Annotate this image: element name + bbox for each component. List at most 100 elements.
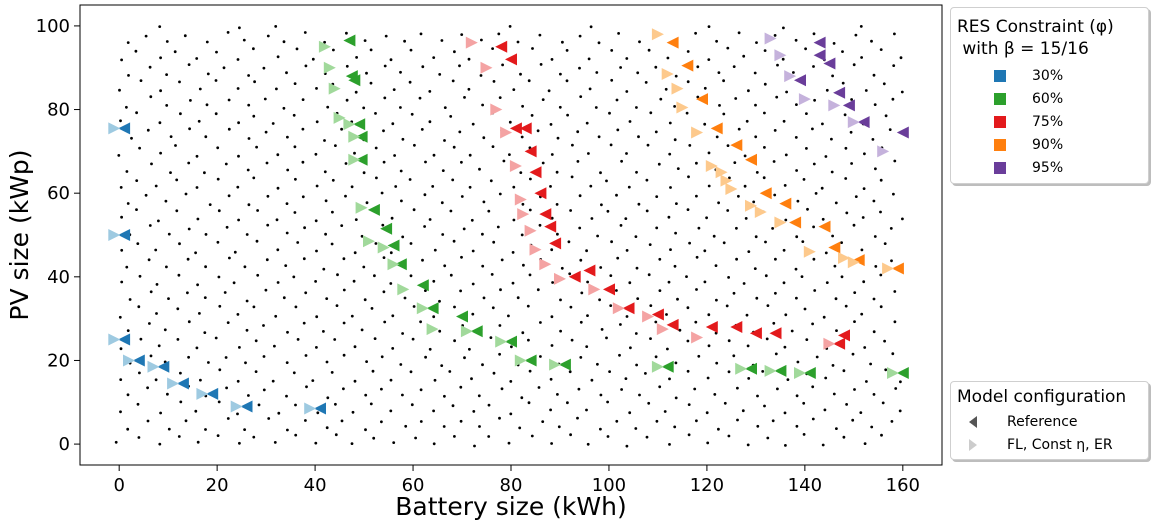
background-dot (625, 57, 629, 60)
background-dot (364, 393, 368, 397)
series-point-left-triangle (380, 222, 393, 235)
background-dot (163, 328, 167, 332)
background-dot (216, 240, 220, 244)
background-dot (381, 223, 385, 227)
background-dot (236, 87, 240, 90)
background-dot (795, 296, 798, 300)
model-legend-entry: Reference (959, 410, 1148, 433)
background-dot (800, 275, 804, 278)
background-dot (615, 98, 619, 102)
res-legend-swatch (994, 115, 1006, 128)
background-dot (473, 444, 476, 448)
background-dot (217, 209, 221, 213)
background-dot (393, 154, 396, 157)
background-dot (511, 281, 515, 285)
background-dot (412, 305, 416, 308)
background-dot (498, 324, 502, 327)
background-dot (380, 387, 383, 391)
series-point-left-triangle (416, 279, 429, 292)
background-dot (555, 170, 559, 174)
background-dot (732, 291, 736, 295)
background-dot (605, 336, 608, 340)
background-dot (551, 281, 554, 284)
series-point-right-triangle (196, 387, 209, 400)
background-dot (262, 388, 266, 392)
background-dot (236, 313, 240, 316)
background-dot (126, 202, 130, 205)
background-dot (149, 290, 153, 294)
background-dot (722, 241, 726, 245)
background-dot (840, 275, 844, 279)
background-dot (522, 263, 525, 267)
background-dot (443, 106, 447, 109)
background-dot (169, 171, 172, 175)
background-dot (174, 144, 177, 147)
series-point-right-triangle (735, 362, 748, 375)
background-dot (371, 369, 375, 373)
series-point-left-triangle (470, 325, 483, 338)
background-dot (462, 227, 466, 231)
background-dot (236, 379, 240, 383)
background-dot (159, 56, 163, 60)
background-dot (314, 152, 318, 156)
background-dot (477, 394, 481, 398)
background-dot (890, 259, 893, 263)
res-legend-entry: 90% (994, 133, 1148, 156)
background-dot (844, 177, 848, 180)
background-dot (863, 152, 866, 156)
background-dot (440, 364, 444, 367)
x-tick-label: 20 (206, 475, 229, 496)
background-dot (832, 392, 836, 396)
background-dot (293, 145, 297, 149)
background-dot (120, 280, 124, 284)
background-dot (207, 361, 210, 364)
background-dot (813, 289, 817, 292)
background-dot (860, 248, 864, 252)
background-dot (636, 297, 640, 300)
background-dot (468, 153, 472, 157)
series-point-left-triangle (524, 145, 537, 158)
background-dot (438, 299, 441, 303)
background-dot (492, 371, 496, 375)
series-point-right-triangle (333, 111, 346, 124)
background-dot (478, 167, 481, 171)
background-dot (835, 427, 838, 430)
background-dot (184, 419, 188, 423)
background-dot (342, 387, 345, 391)
series-point-left-triangle (509, 122, 522, 135)
background-dot (727, 434, 731, 438)
background-dot (226, 417, 230, 420)
background-dot (674, 231, 677, 235)
background-dot (285, 361, 289, 364)
background-dot (687, 175, 690, 179)
background-dot (746, 443, 750, 447)
background-dot (569, 209, 572, 212)
background-dot (373, 337, 377, 340)
background-dot (203, 296, 207, 299)
background-dot (845, 211, 849, 215)
background-dot (753, 71, 757, 75)
series-point-right-triangle (774, 49, 787, 62)
background-dot (498, 96, 502, 99)
background-dot (803, 307, 807, 311)
background-dot (550, 248, 554, 252)
series-point-right-triangle (676, 101, 689, 114)
background-dot (678, 328, 682, 332)
background-dot (815, 355, 819, 359)
background-dot (694, 31, 697, 35)
background-dot (732, 354, 736, 358)
background-dot (862, 187, 866, 191)
background-dot (707, 313, 711, 317)
background-dot (365, 71, 368, 75)
background-dot (555, 203, 559, 206)
background-dot (382, 129, 385, 133)
background-dot (707, 344, 711, 348)
x-tick-label: 0 (113, 475, 124, 496)
background-dot (292, 275, 296, 279)
series-point-left-triangle (789, 216, 802, 229)
background-dot (521, 104, 524, 108)
series-point-right-triangle (794, 367, 806, 379)
background-dot (424, 355, 427, 359)
background-dot (891, 97, 895, 101)
background-dot (304, 291, 308, 295)
